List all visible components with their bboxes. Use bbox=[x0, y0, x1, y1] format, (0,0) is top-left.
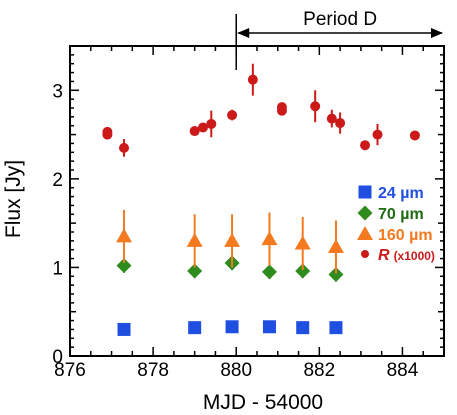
data-point bbox=[116, 228, 133, 243]
x-tick-label: 882 bbox=[303, 360, 335, 381]
x-tick-label: 884 bbox=[387, 360, 419, 381]
data-point bbox=[247, 74, 258, 85]
data-point bbox=[227, 110, 238, 121]
data-point bbox=[186, 232, 203, 247]
period-arrow-right bbox=[431, 28, 443, 38]
data-point bbox=[262, 320, 276, 334]
legend-label: R (x1000) bbox=[378, 247, 435, 264]
x-tick-label: 880 bbox=[220, 360, 252, 381]
legend-label-sub: (x1000) bbox=[394, 249, 435, 263]
data-point bbox=[335, 118, 346, 129]
data-point bbox=[197, 122, 208, 133]
data-point bbox=[409, 130, 420, 141]
axes: 876 878 880 882 884 0 1 2 3 bbox=[52, 45, 445, 381]
legend-label: 70 µm bbox=[378, 206, 424, 223]
series-square bbox=[117, 320, 343, 336]
legend-marker bbox=[361, 250, 369, 258]
legend-label-main: R bbox=[378, 247, 390, 264]
x-tick-label: 878 bbox=[137, 360, 169, 381]
y-tick-label: 0 bbox=[52, 347, 63, 368]
data-point bbox=[261, 231, 278, 246]
data-point bbox=[295, 263, 311, 279]
data-point bbox=[225, 320, 239, 334]
data-point bbox=[294, 235, 311, 250]
data-point bbox=[276, 102, 287, 113]
period-arrow-left bbox=[237, 28, 250, 38]
data-point bbox=[102, 126, 113, 137]
period-annotation: Period D bbox=[235, 9, 443, 70]
legend-label: 24 µm bbox=[378, 185, 424, 202]
data-points bbox=[102, 63, 420, 336]
data-point bbox=[296, 321, 310, 335]
data-point bbox=[328, 267, 344, 283]
data-point bbox=[329, 321, 343, 335]
series-diamond bbox=[116, 255, 344, 283]
data-point bbox=[360, 140, 371, 151]
data-point bbox=[327, 239, 344, 254]
legend-marker bbox=[357, 226, 373, 240]
data-point bbox=[187, 263, 203, 279]
data-point bbox=[188, 321, 202, 335]
x-tick-label: 876 bbox=[54, 360, 86, 381]
x-axis-label: MJD - 54000 bbox=[203, 391, 323, 414]
y-tick-label: 3 bbox=[52, 81, 63, 102]
data-point bbox=[310, 101, 321, 112]
y-tick-label: 1 bbox=[52, 258, 63, 279]
series-circle bbox=[102, 63, 420, 157]
data-point bbox=[326, 113, 337, 124]
data-point bbox=[117, 322, 131, 336]
data-point bbox=[372, 129, 383, 140]
data-point bbox=[224, 232, 241, 247]
legend-marker bbox=[357, 205, 373, 221]
data-point bbox=[189, 126, 200, 137]
data-point bbox=[261, 264, 277, 280]
data-point bbox=[119, 142, 130, 153]
data-point bbox=[206, 118, 217, 129]
series-triangle bbox=[116, 209, 344, 274]
legend-marker bbox=[358, 185, 372, 199]
y-tick-label: 2 bbox=[52, 170, 63, 191]
period-label: Period D bbox=[303, 9, 377, 30]
data-point bbox=[116, 258, 132, 274]
legend-label: 160 µm bbox=[378, 227, 433, 244]
legend: 24 µm 70 µm 160 µm R (x1000) bbox=[357, 185, 435, 264]
y-axis-label: Flux [Jy] bbox=[2, 160, 25, 238]
